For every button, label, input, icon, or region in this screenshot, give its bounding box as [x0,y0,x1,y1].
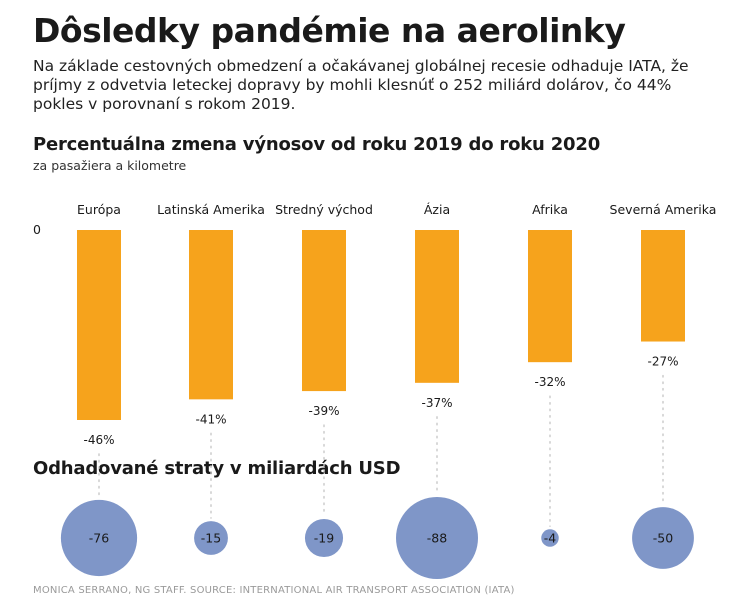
bubble-value-label: -4 [544,531,557,546]
bar-value-label: -41% [195,412,226,426]
bubble-value-label: -19 [314,531,334,546]
bar-value-label: -37% [421,396,452,410]
bubble-value-label: -76 [89,531,109,546]
bubble-value-label: -15 [201,531,221,546]
loss-bubble [396,497,478,579]
category-label: Európa [77,202,121,217]
bar-chart-subtitle: za pasažiera a kilometre [33,158,187,173]
bubble-value-label: -88 [427,531,447,546]
bar-value-label: -39% [308,404,339,418]
bar [189,230,233,400]
category-label: Stredný východ [275,202,373,217]
bar [528,230,572,363]
loss-bubble [632,507,694,569]
category-label: Latinská Amerika [157,202,265,217]
credit-line: MONICA SERRANO, NG STAFF. SOURCE: INTERN… [33,585,515,596]
page-title: Dôsledky pandémie na aerolinky [33,11,626,50]
category-label: Ázia [424,202,450,217]
category-label: Severná Amerika [610,202,717,217]
bar-value-label: -32% [534,375,565,389]
page-subtitle: Na základe cestovných obmedzení a očakáv… [33,57,689,113]
bar-chart-title: Percentuálna zmena výnosov od roku 2019 … [33,134,601,155]
bar [302,230,346,392]
loss-bubble [194,521,228,555]
bubble-value-label: -50 [653,531,673,546]
loss-bubble [60,499,138,577]
bar-value-label: -27% [647,355,678,369]
loss-bubble [541,529,559,547]
bar [641,230,685,342]
bar [415,230,459,383]
bar [77,230,121,420]
bar-value-label: -46% [83,433,114,447]
bubble-chart-title: Odhadované straty v miliardách USD [33,458,401,479]
loss-bubble [304,518,344,558]
category-label: Afrika [532,202,568,217]
y-zero-label: 0 [33,222,41,237]
